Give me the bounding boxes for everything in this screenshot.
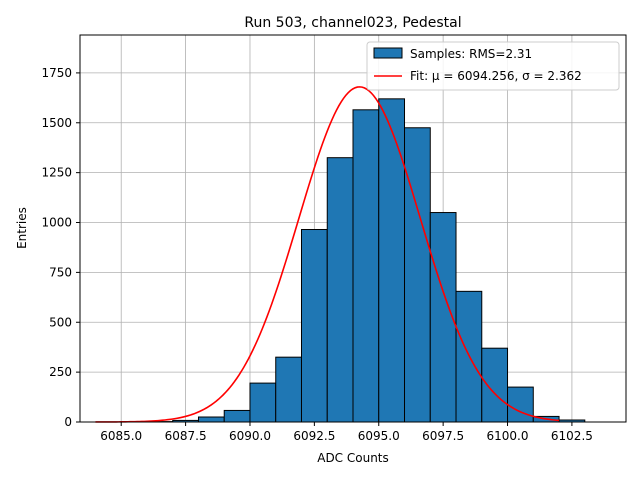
y-tick-label: 1000 — [41, 216, 72, 230]
x-tick-label: 6102.5 — [551, 429, 593, 443]
y-axis-label: Entries — [15, 207, 29, 249]
histogram-bar — [197, 416, 225, 423]
legend-histogram-swatch — [373, 47, 403, 59]
histogram-bar — [223, 409, 251, 423]
histogram-bar — [378, 98, 406, 423]
histogram-bar — [507, 386, 534, 423]
plot-frame — [79, 34, 627, 423]
y-tick-label: 500 — [49, 315, 72, 329]
x-tick-label: 6085.0 — [100, 429, 142, 443]
histogram-bar — [352, 109, 380, 423]
y-tick-label: 1250 — [41, 166, 72, 180]
x-tick-label: 6090.0 — [229, 429, 271, 443]
histogram-bar — [249, 382, 277, 423]
histogram-bar — [404, 127, 431, 423]
y-tick-label: 1500 — [41, 116, 72, 130]
x-tick-label: 6100.0 — [487, 429, 529, 443]
y-tick-label: 250 — [49, 365, 72, 379]
y-tick-label: 750 — [49, 265, 72, 279]
legend-fit-label: Fit: μ = 6094.256, σ = 2.362 — [410, 69, 582, 83]
histogram-bar — [275, 356, 302, 423]
x-tick-label: 6095.0 — [358, 429, 400, 443]
chart-title: Run 503, channel023, Pedestal — [244, 15, 461, 31]
x-axis-label: ADC Counts — [317, 451, 389, 465]
x-tick-label: 6097.5 — [422, 429, 464, 443]
histogram-bar — [326, 157, 354, 423]
fit-curve — [95, 86, 560, 423]
y-tick-label: 1750 — [41, 66, 72, 80]
legend: Samples: RMS=2.31 Fit: μ = 6094.256, σ =… — [366, 41, 620, 91]
y-tick-label: 0 — [64, 415, 72, 429]
histogram-bar — [300, 228, 328, 423]
axis-ticks: 6085.0 6087.5 6090.0 6092.5 6095.0 6097.5 6100… — [41, 66, 592, 443]
x-tick-label: 6092.5 — [293, 429, 335, 443]
legend-histogram-label: Samples: RMS=2.31 — [410, 47, 532, 61]
histogram-bar — [481, 347, 509, 423]
x-tick-label: 6087.5 — [165, 429, 207, 443]
legend-box — [366, 41, 620, 91]
